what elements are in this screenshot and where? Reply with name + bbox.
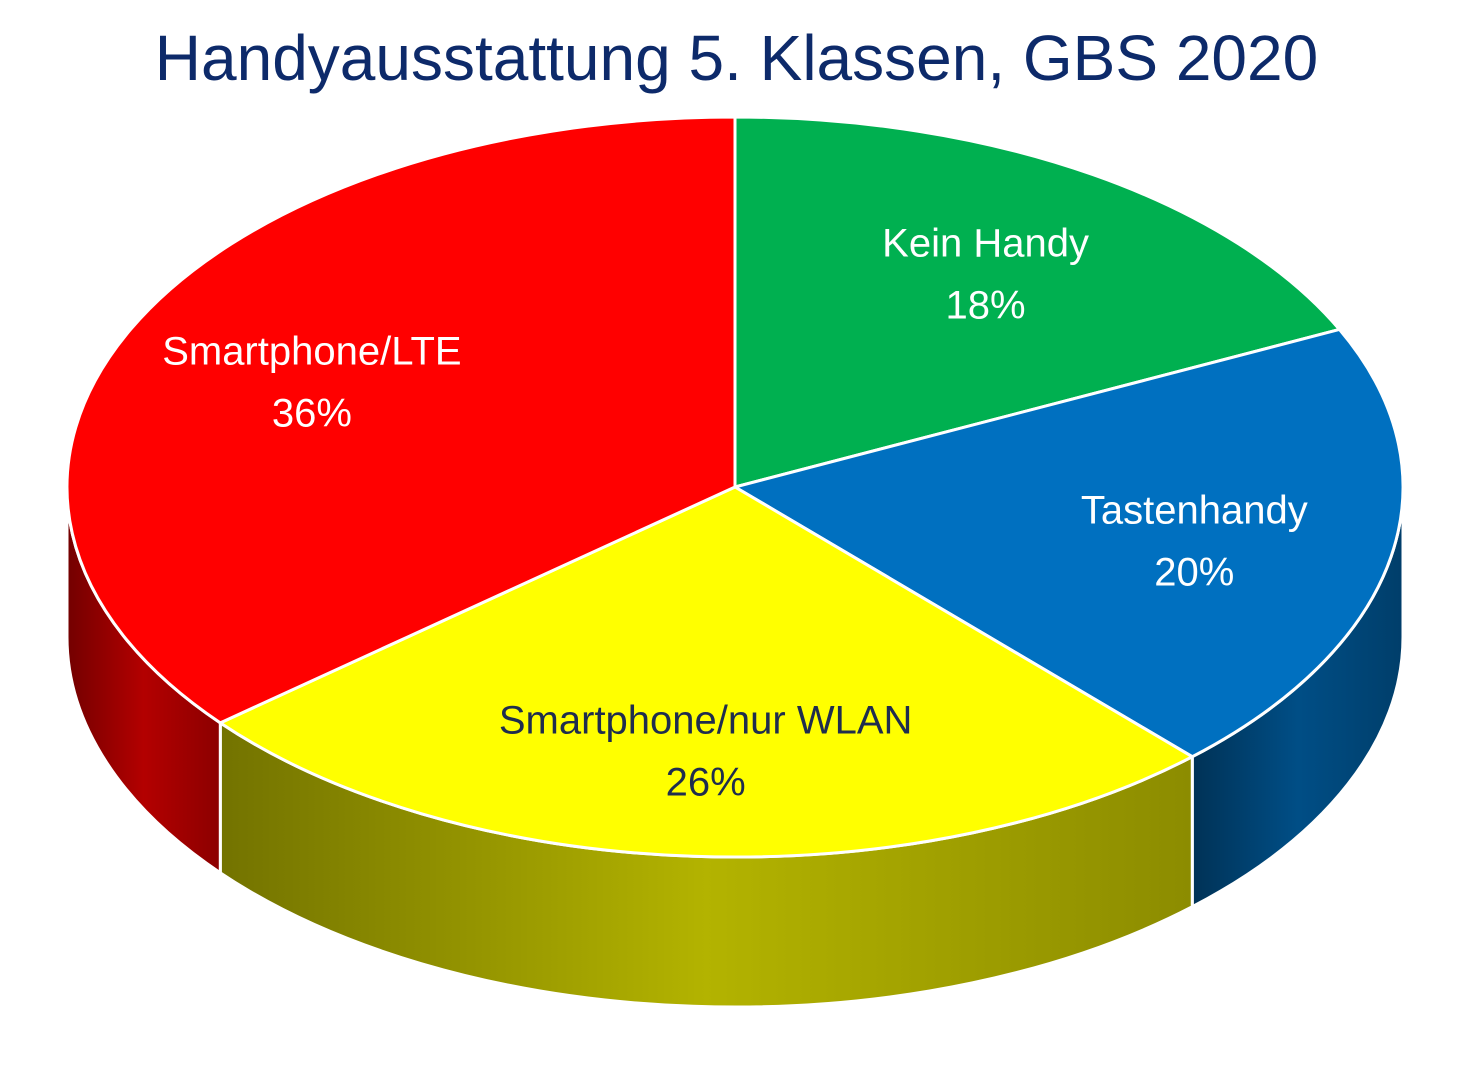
slice-value-smartphone-lte: 36% [272, 392, 352, 436]
slice-label-smartphone-nur-wlan: Smartphone/nur WLAN [499, 698, 913, 742]
pie-slice-smartphone-lte [65, 115, 737, 725]
pie-slice-tastenhandy [733, 327, 1405, 759]
slice-label-kein-handy: Kein Handy [882, 221, 1089, 265]
pie-labels: Kein Handy 18% Tastenhandy 20% Smartphone/nu… [162, 221, 1308, 804]
pie-slice-smartphone-nur-wlan [218, 485, 1194, 859]
slice-label-smartphone-lte: Smartphone/LTE [162, 330, 461, 374]
pie-side-walls [65, 486, 1405, 1009]
pie-slice-kein-handy [733, 115, 1341, 489]
chart-title: Handyausstattung 5. Klassen, GBS 2020 [154, 22, 1319, 94]
slice-value-smartphone-nur-wlan: 26% [666, 760, 746, 804]
slice-value-kein-handy: 18% [946, 283, 1026, 327]
slice-label-tastenhandy: Tastenhandy [1081, 489, 1308, 533]
pie-top-faces [65, 115, 1405, 859]
slice-value-tastenhandy: 20% [1154, 551, 1234, 595]
